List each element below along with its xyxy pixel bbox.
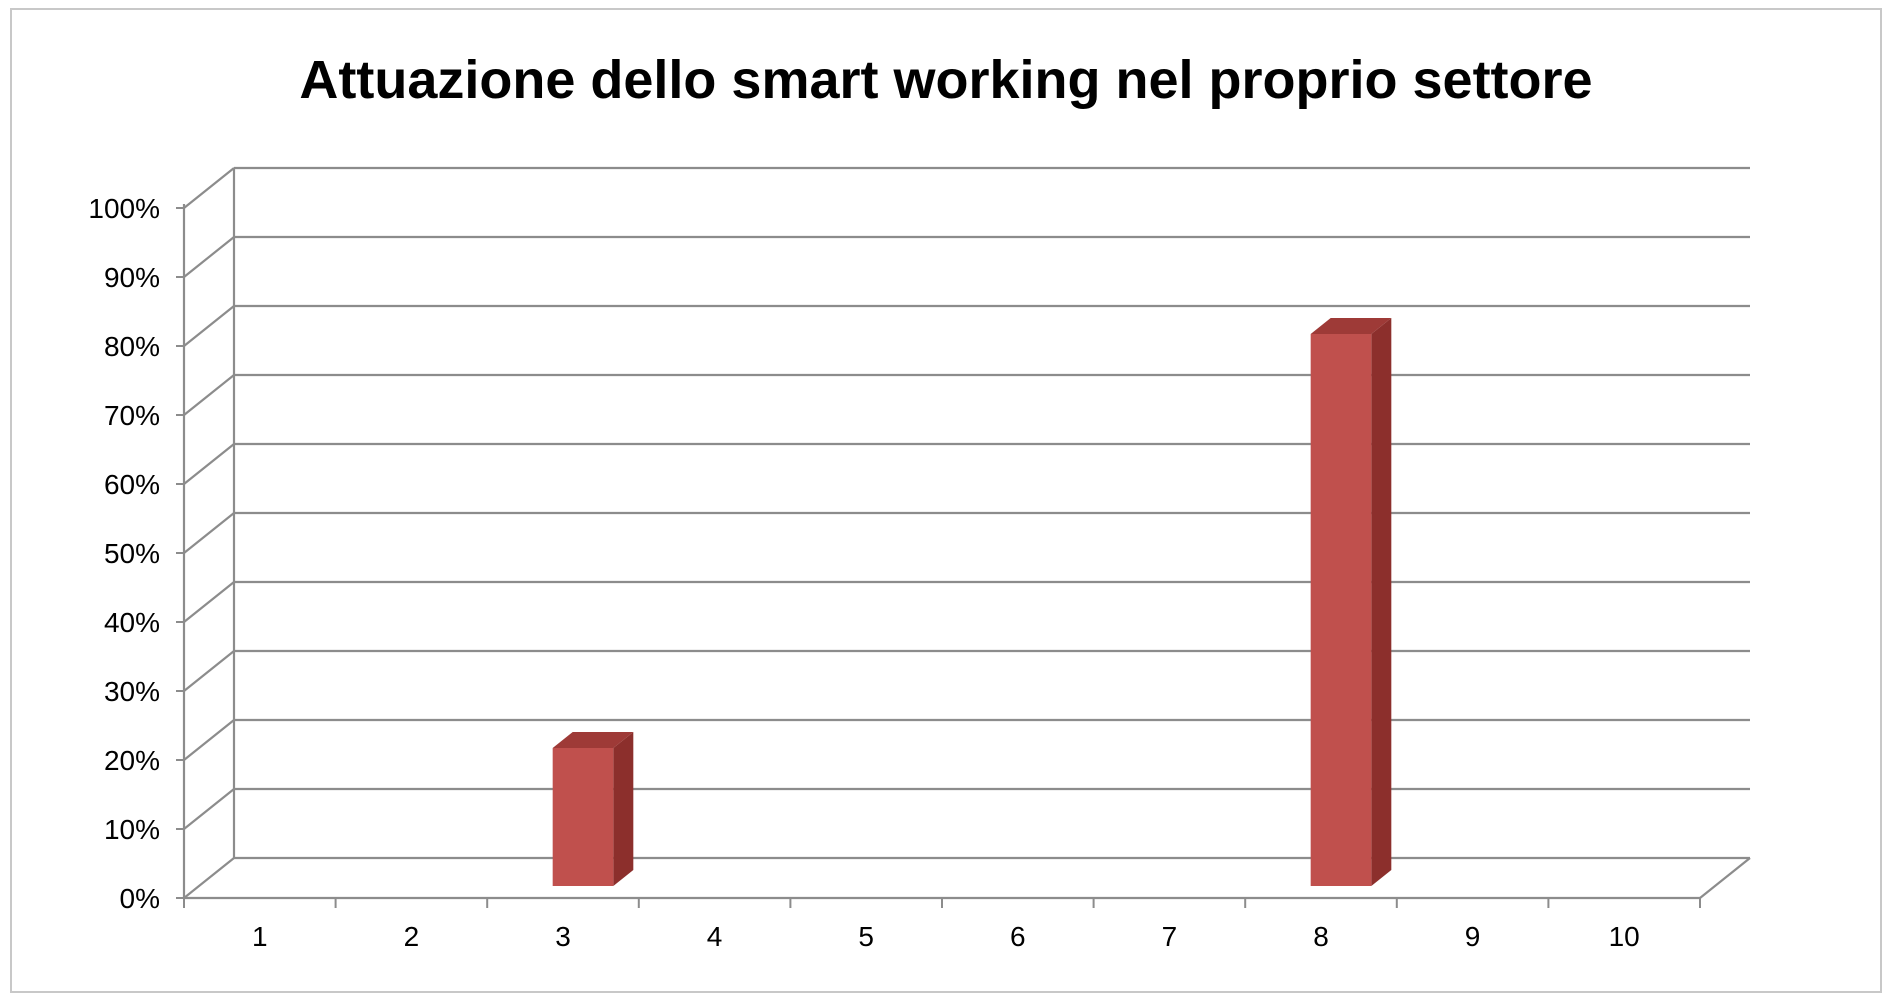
x-tick-label: 8: [1313, 921, 1329, 952]
x-tick-label: 9: [1465, 921, 1481, 952]
y-tick-label: 70%: [104, 400, 160, 431]
bar: [552, 732, 634, 886]
gridline-side: [183, 581, 235, 623]
gridline-side: [183, 443, 235, 485]
y-tick-label: 50%: [104, 538, 160, 569]
axes: [176, 168, 1751, 908]
y-tick-label: 60%: [104, 469, 160, 500]
x-tick-label: 1: [252, 921, 268, 952]
x-tick-label: 3: [555, 921, 571, 952]
gridline-side: [183, 305, 235, 347]
x-tick-label: 7: [1162, 921, 1178, 952]
gridline-side: [183, 167, 235, 209]
bar: [1310, 318, 1392, 886]
x-tick-label: 2: [404, 921, 420, 952]
bar-top: [552, 732, 634, 748]
gridline-side: [183, 788, 235, 830]
chart-title: Attuazione dello smart working nel propr…: [299, 50, 1592, 110]
bar-front: [1310, 334, 1372, 886]
x-tick-label: 6: [1010, 921, 1026, 952]
gridlines: [183, 166, 1750, 899]
bar-chart: Attuazione dello smart working nel propr…: [88, 50, 1751, 952]
x-tick-label: 5: [858, 921, 874, 952]
y-tick-label: 0%: [120, 883, 160, 914]
y-tick-label: 90%: [104, 262, 160, 293]
bar-side: [1371, 318, 1392, 886]
y-tick-label: 10%: [104, 814, 160, 845]
bar-side: [613, 732, 634, 886]
gridline-side: [183, 857, 235, 899]
gridline-side: [183, 512, 235, 554]
bar-front: [552, 748, 614, 886]
gridline-side: [183, 719, 235, 761]
gridline-side: [183, 236, 235, 278]
x-tick-label: 10: [1609, 921, 1640, 952]
y-tick-label: 30%: [104, 676, 160, 707]
y-axis-tick-labels: 0% 10% 20% 30% 40% 50% 60% 70% 80% 90% 100%: [88, 193, 160, 914]
y-tick-label: 40%: [104, 607, 160, 638]
floor-edge: [1699, 857, 1751, 899]
gridline-side: [183, 374, 235, 416]
y-tick-label: 20%: [104, 745, 160, 776]
x-axis-tick-labels: 1 2 3 4 5 6 7 8 9 10: [252, 921, 1640, 952]
bars: [552, 318, 1392, 886]
gridline-side: [183, 650, 235, 692]
x-tick-label: 4: [707, 921, 723, 952]
y-tick-label: 100%: [88, 193, 160, 224]
y-tick-label: 80%: [104, 331, 160, 362]
bar-top: [1310, 318, 1392, 334]
chart-frame: Attuazione dello smart working nel propr…: [10, 8, 1882, 993]
